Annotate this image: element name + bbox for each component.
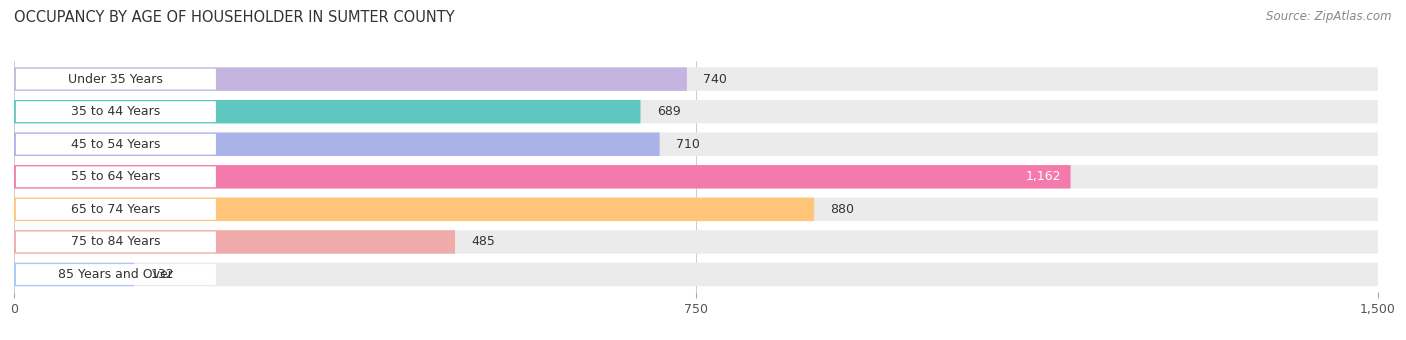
Text: 740: 740	[703, 73, 727, 86]
FancyBboxPatch shape	[14, 67, 1378, 91]
Text: 85 Years and Over: 85 Years and Over	[59, 268, 173, 281]
FancyBboxPatch shape	[14, 67, 688, 91]
Text: 75 to 84 Years: 75 to 84 Years	[72, 235, 160, 249]
FancyBboxPatch shape	[15, 134, 217, 155]
Text: 65 to 74 Years: 65 to 74 Years	[72, 203, 160, 216]
FancyBboxPatch shape	[14, 263, 1378, 286]
FancyBboxPatch shape	[15, 69, 217, 89]
FancyBboxPatch shape	[14, 230, 1378, 254]
Text: 485: 485	[471, 235, 495, 249]
FancyBboxPatch shape	[15, 232, 217, 252]
FancyBboxPatch shape	[14, 133, 659, 156]
FancyBboxPatch shape	[14, 230, 456, 254]
FancyBboxPatch shape	[14, 133, 1378, 156]
FancyBboxPatch shape	[14, 198, 1378, 221]
FancyBboxPatch shape	[14, 100, 1378, 123]
FancyBboxPatch shape	[14, 165, 1378, 188]
FancyBboxPatch shape	[15, 101, 217, 122]
Text: Under 35 Years: Under 35 Years	[69, 73, 163, 86]
FancyBboxPatch shape	[14, 165, 1070, 188]
FancyBboxPatch shape	[14, 100, 641, 123]
Text: 35 to 44 Years: 35 to 44 Years	[72, 105, 160, 118]
FancyBboxPatch shape	[15, 199, 217, 220]
Text: 55 to 64 Years: 55 to 64 Years	[72, 170, 160, 183]
Text: 710: 710	[676, 138, 700, 151]
Text: 880: 880	[831, 203, 855, 216]
Text: OCCUPANCY BY AGE OF HOUSEHOLDER IN SUMTER COUNTY: OCCUPANCY BY AGE OF HOUSEHOLDER IN SUMTE…	[14, 10, 454, 25]
Text: 45 to 54 Years: 45 to 54 Years	[72, 138, 160, 151]
Text: 1,162: 1,162	[1026, 170, 1062, 183]
FancyBboxPatch shape	[14, 263, 134, 286]
Text: 132: 132	[150, 268, 174, 281]
FancyBboxPatch shape	[15, 166, 217, 187]
Text: Source: ZipAtlas.com: Source: ZipAtlas.com	[1267, 10, 1392, 23]
FancyBboxPatch shape	[14, 198, 814, 221]
FancyBboxPatch shape	[15, 264, 217, 285]
Text: 689: 689	[657, 105, 681, 118]
